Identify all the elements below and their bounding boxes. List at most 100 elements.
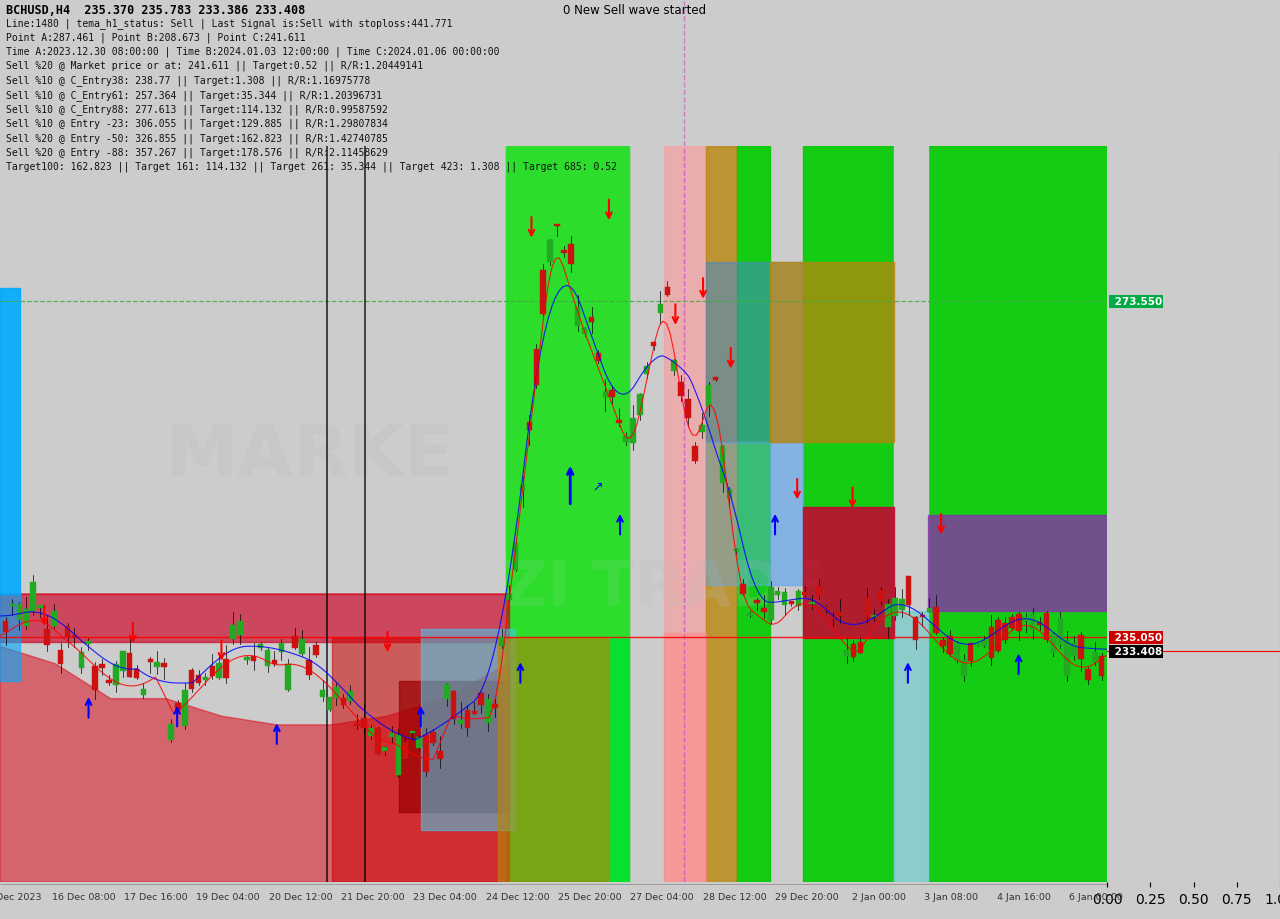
Bar [540,271,547,314]
Text: 25 Dec 20:00: 25 Dec 20:00 [558,892,622,902]
Bar [568,244,573,265]
Bar [954,642,960,661]
Bar [630,418,636,444]
Bar [0,595,20,682]
Bar [858,642,863,653]
Bar [658,305,663,313]
Bar [893,612,928,882]
Text: Sell %10 @ C_Entry38: 238.77 || Target:1.308 || R/R:1.16975778: Sell %10 @ C_Entry38: 238.77 || Target:1… [6,75,371,86]
Bar [271,661,278,664]
Bar [498,638,609,882]
Bar [265,651,270,667]
Bar [471,711,477,714]
Bar [458,720,463,724]
Text: 21 Dec 20:00: 21 Dec 20:00 [340,892,404,902]
Bar [202,677,209,680]
Bar [147,660,154,663]
Bar [3,621,8,632]
Bar [237,621,243,636]
Bar [872,615,877,618]
Bar [988,628,995,659]
Bar [506,638,628,882]
Bar [685,400,691,418]
Bar [355,723,360,726]
Text: 15 Dec 2023: 15 Dec 2023 [0,892,41,902]
Bar [0,595,509,642]
Bar [230,625,236,640]
Bar [369,728,374,736]
Bar [168,724,174,740]
Text: 2 Jan 00:00: 2 Jan 00:00 [852,892,906,902]
Bar [1092,652,1097,663]
Bar [817,586,822,596]
Text: BCHUSD,H4  235.370 235.783 233.386 233.408: BCHUSD,H4 235.370 235.783 233.386 233.40… [6,5,306,17]
Bar [864,598,870,618]
Text: 23 Dec 04:00: 23 Dec 04:00 [413,892,477,902]
Bar [155,663,160,667]
Bar [285,664,291,690]
Bar [279,643,284,652]
Bar [664,633,707,882]
Bar [534,349,539,385]
Bar [982,641,987,646]
Text: 3 Jan 08:00: 3 Jan 08:00 [924,892,978,902]
Bar [672,361,677,372]
Bar [803,593,808,596]
Bar [878,590,883,601]
Text: 27 Dec 04:00: 27 Dec 04:00 [630,892,694,902]
Bar [1009,618,1015,629]
Bar [892,598,897,617]
Bar [444,685,449,699]
Text: 20 Dec 12:00: 20 Dec 12:00 [269,892,333,902]
Bar [796,592,801,606]
Bar [554,224,559,227]
Bar [707,443,803,585]
Text: 6 Jan 00:00: 6 Jan 00:00 [1069,892,1123,902]
Bar [506,147,628,882]
Bar [320,690,325,698]
Text: 24 Dec 12:00: 24 Dec 12:00 [485,892,549,902]
Text: Sell %10 @ C_Entry88: 277.613 || Target:114.132 || R/R:0.99587592: Sell %10 @ C_Entry88: 277.613 || Target:… [6,104,388,115]
Text: 273.550: 273.550 [1111,297,1162,307]
Bar [748,613,753,616]
Bar [189,671,195,689]
Bar [403,743,408,759]
Bar [774,591,781,596]
Bar [251,656,256,662]
Bar [947,637,952,653]
Bar [314,645,319,656]
Bar [737,147,769,882]
Bar [196,675,201,684]
Bar [506,595,512,600]
Bar [933,607,940,633]
Bar [120,652,125,671]
Bar [1100,656,1105,676]
Bar [23,609,29,626]
Bar [561,251,567,254]
Bar [506,147,628,638]
Bar [416,737,422,748]
Bar [823,607,828,610]
Bar [410,731,415,733]
Bar [10,604,15,607]
Bar [727,490,732,500]
Bar [92,666,99,690]
Bar [526,423,532,430]
Bar [375,729,380,754]
Bar [37,606,42,608]
Bar [961,661,966,676]
Bar [623,437,628,443]
Text: 19 Dec 04:00: 19 Dec 04:00 [196,892,260,902]
Bar [44,630,50,645]
Bar [941,641,946,646]
Bar [1065,641,1070,676]
Bar [300,639,305,654]
Bar [919,615,925,618]
Bar [424,735,429,772]
Text: 29 Dec 20:00: 29 Dec 20:00 [774,892,838,902]
Bar [650,343,657,346]
Bar [421,630,515,830]
Bar [175,703,180,710]
Bar [713,378,718,380]
Bar [224,660,229,678]
